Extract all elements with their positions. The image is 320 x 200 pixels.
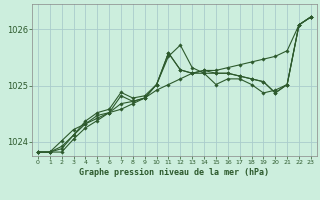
X-axis label: Graphe pression niveau de la mer (hPa): Graphe pression niveau de la mer (hPa) <box>79 168 269 177</box>
